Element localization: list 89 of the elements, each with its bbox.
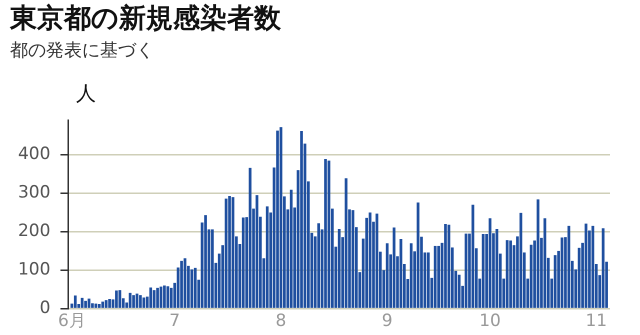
bar: [180, 260, 183, 308]
bar: [115, 290, 118, 308]
bar: [448, 224, 450, 308]
bar: [242, 217, 245, 308]
bar: [400, 239, 402, 308]
bar: [591, 226, 594, 308]
bar: [211, 229, 214, 308]
x-tick-label: 7: [169, 311, 180, 332]
bar: [98, 304, 101, 308]
bar: [458, 274, 461, 308]
bar: [328, 160, 330, 308]
bar: [142, 297, 146, 308]
bar: [108, 298, 111, 308]
bar: [506, 240, 509, 308]
bar: [152, 290, 156, 308]
bar: [280, 127, 282, 308]
bar: [139, 295, 142, 308]
x-tick-label: 8: [276, 311, 286, 332]
bar: [190, 269, 194, 308]
bar: [338, 229, 341, 308]
bar: [248, 168, 252, 308]
bar: [584, 224, 588, 308]
bar: [530, 244, 533, 308]
bar: [104, 300, 108, 308]
bar: [568, 226, 570, 308]
bar: [232, 197, 234, 308]
bar: [84, 300, 87, 308]
bar: [128, 292, 132, 308]
bar: [560, 237, 564, 308]
bar: [482, 234, 485, 308]
bar: [290, 190, 293, 308]
bar: [444, 224, 447, 308]
bar: [80, 298, 84, 308]
bar: [437, 246, 440, 308]
bar: [410, 243, 413, 308]
bar: [464, 234, 468, 308]
y-tick-label: 100: [18, 260, 50, 280]
bar: [344, 178, 348, 308]
bar: [74, 296, 77, 308]
bar: [416, 202, 420, 308]
bar: [434, 246, 437, 308]
bar: [204, 215, 207, 308]
bar: [536, 199, 540, 308]
chart-subtitle: 都の発表に基づく: [10, 39, 154, 62]
bar: [509, 240, 512, 308]
bar: [132, 295, 135, 308]
bar: [544, 218, 546, 308]
bar: [184, 258, 186, 308]
bar: [392, 227, 396, 308]
bar: [88, 298, 90, 308]
bar: [224, 198, 228, 308]
bar: [94, 304, 98, 308]
bar: [496, 229, 498, 308]
bar: [602, 228, 605, 308]
bar: [352, 210, 354, 308]
bar: [368, 212, 372, 308]
bar: [386, 243, 389, 308]
bar: [256, 195, 258, 308]
bar: [136, 294, 138, 308]
bar: [324, 159, 327, 308]
bar: [276, 130, 279, 308]
bar: [488, 218, 492, 308]
bar: [194, 268, 197, 308]
bar: [554, 255, 557, 308]
x-tick-label: 9: [382, 311, 393, 332]
bar: [472, 204, 474, 308]
x-tick-label: 11: [585, 311, 608, 332]
bar: [266, 206, 269, 308]
chart-title: 東京都の新規感染者数: [10, 2, 281, 36]
bar: [160, 286, 162, 308]
bar: [376, 214, 378, 308]
bar: [426, 252, 430, 308]
x-tick-label: 6月: [58, 311, 86, 332]
bar: [300, 130, 303, 308]
bar: [166, 286, 170, 308]
y-axis-title: 人: [76, 80, 96, 107]
bar: [118, 290, 122, 308]
bar: [101, 302, 104, 308]
bar: [149, 287, 152, 308]
bar: [228, 196, 231, 308]
y-tick-label: 0: [40, 298, 50, 318]
y-tick-label: 400: [18, 144, 50, 164]
y-tick-label: 300: [18, 182, 50, 203]
bar: [163, 286, 166, 308]
bar: [156, 288, 159, 308]
y-tick-label: 200: [18, 221, 50, 242]
x-tick-label: 10: [479, 311, 501, 332]
bar: [317, 223, 320, 308]
bar: [520, 212, 522, 308]
